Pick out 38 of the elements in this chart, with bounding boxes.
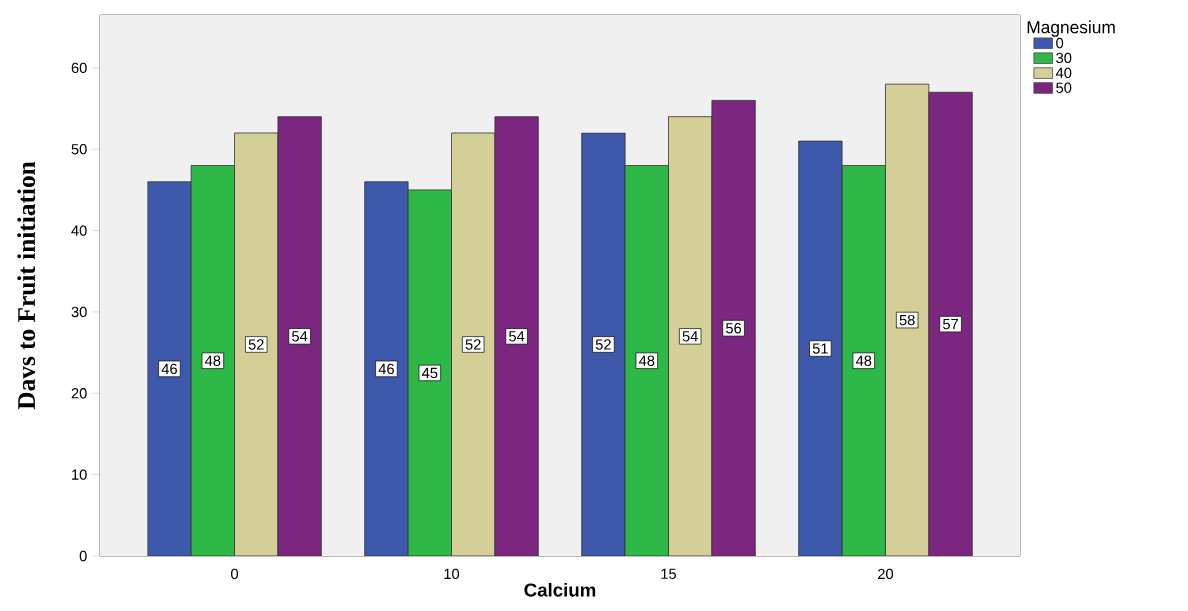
- data-label: 48: [638, 355, 655, 366]
- data-label: 54: [682, 331, 698, 342]
- data-label: 51: [812, 343, 828, 354]
- data-label: 46: [378, 363, 394, 375]
- legend-label: 30: [1056, 52, 1072, 64]
- y-tick-label: 30: [71, 306, 87, 318]
- data-label: 58: [899, 314, 915, 326]
- bar: [234, 132, 279, 556]
- data-label: 54: [509, 331, 525, 342]
- y-tick-label: 10: [72, 469, 87, 480]
- y-axis-title: Davs to Fruit initiation: [17, 161, 36, 410]
- legend-label: 0: [1056, 37, 1064, 49]
- data-label: 52: [465, 339, 481, 350]
- data-label: 48: [205, 355, 221, 366]
- legend-label: 40: [1055, 67, 1072, 79]
- y-tick-label: 50: [71, 144, 87, 155]
- x-tick-label: 0: [231, 568, 239, 580]
- y-tick-label: 20: [71, 388, 87, 399]
- data-label: 45: [421, 367, 438, 379]
- data-label: 52: [595, 339, 611, 350]
- bar: [885, 83, 930, 556]
- legend-title: Magnesium: [1027, 20, 1115, 37]
- data-label: 54: [292, 331, 308, 342]
- data-label: 52: [248, 339, 264, 350]
- data-label: 48: [855, 355, 872, 366]
- data-label: 57: [943, 319, 958, 330]
- data-label: 56: [726, 323, 742, 334]
- data-label: 46: [161, 363, 177, 375]
- legend-label: 50: [1056, 82, 1072, 93]
- x-axis-title: Calcium: [524, 582, 596, 597]
- x-tick-label: 10: [444, 568, 460, 580]
- x-tick-label: 15: [661, 568, 677, 579]
- y-tick-label: 60: [71, 62, 87, 74]
- bar: [668, 116, 713, 556]
- y-tick-label: 40: [71, 225, 87, 236]
- x-tick-label: 20: [878, 568, 894, 580]
- bar: [451, 132, 496, 556]
- y-tick-label: 0: [79, 550, 87, 562]
